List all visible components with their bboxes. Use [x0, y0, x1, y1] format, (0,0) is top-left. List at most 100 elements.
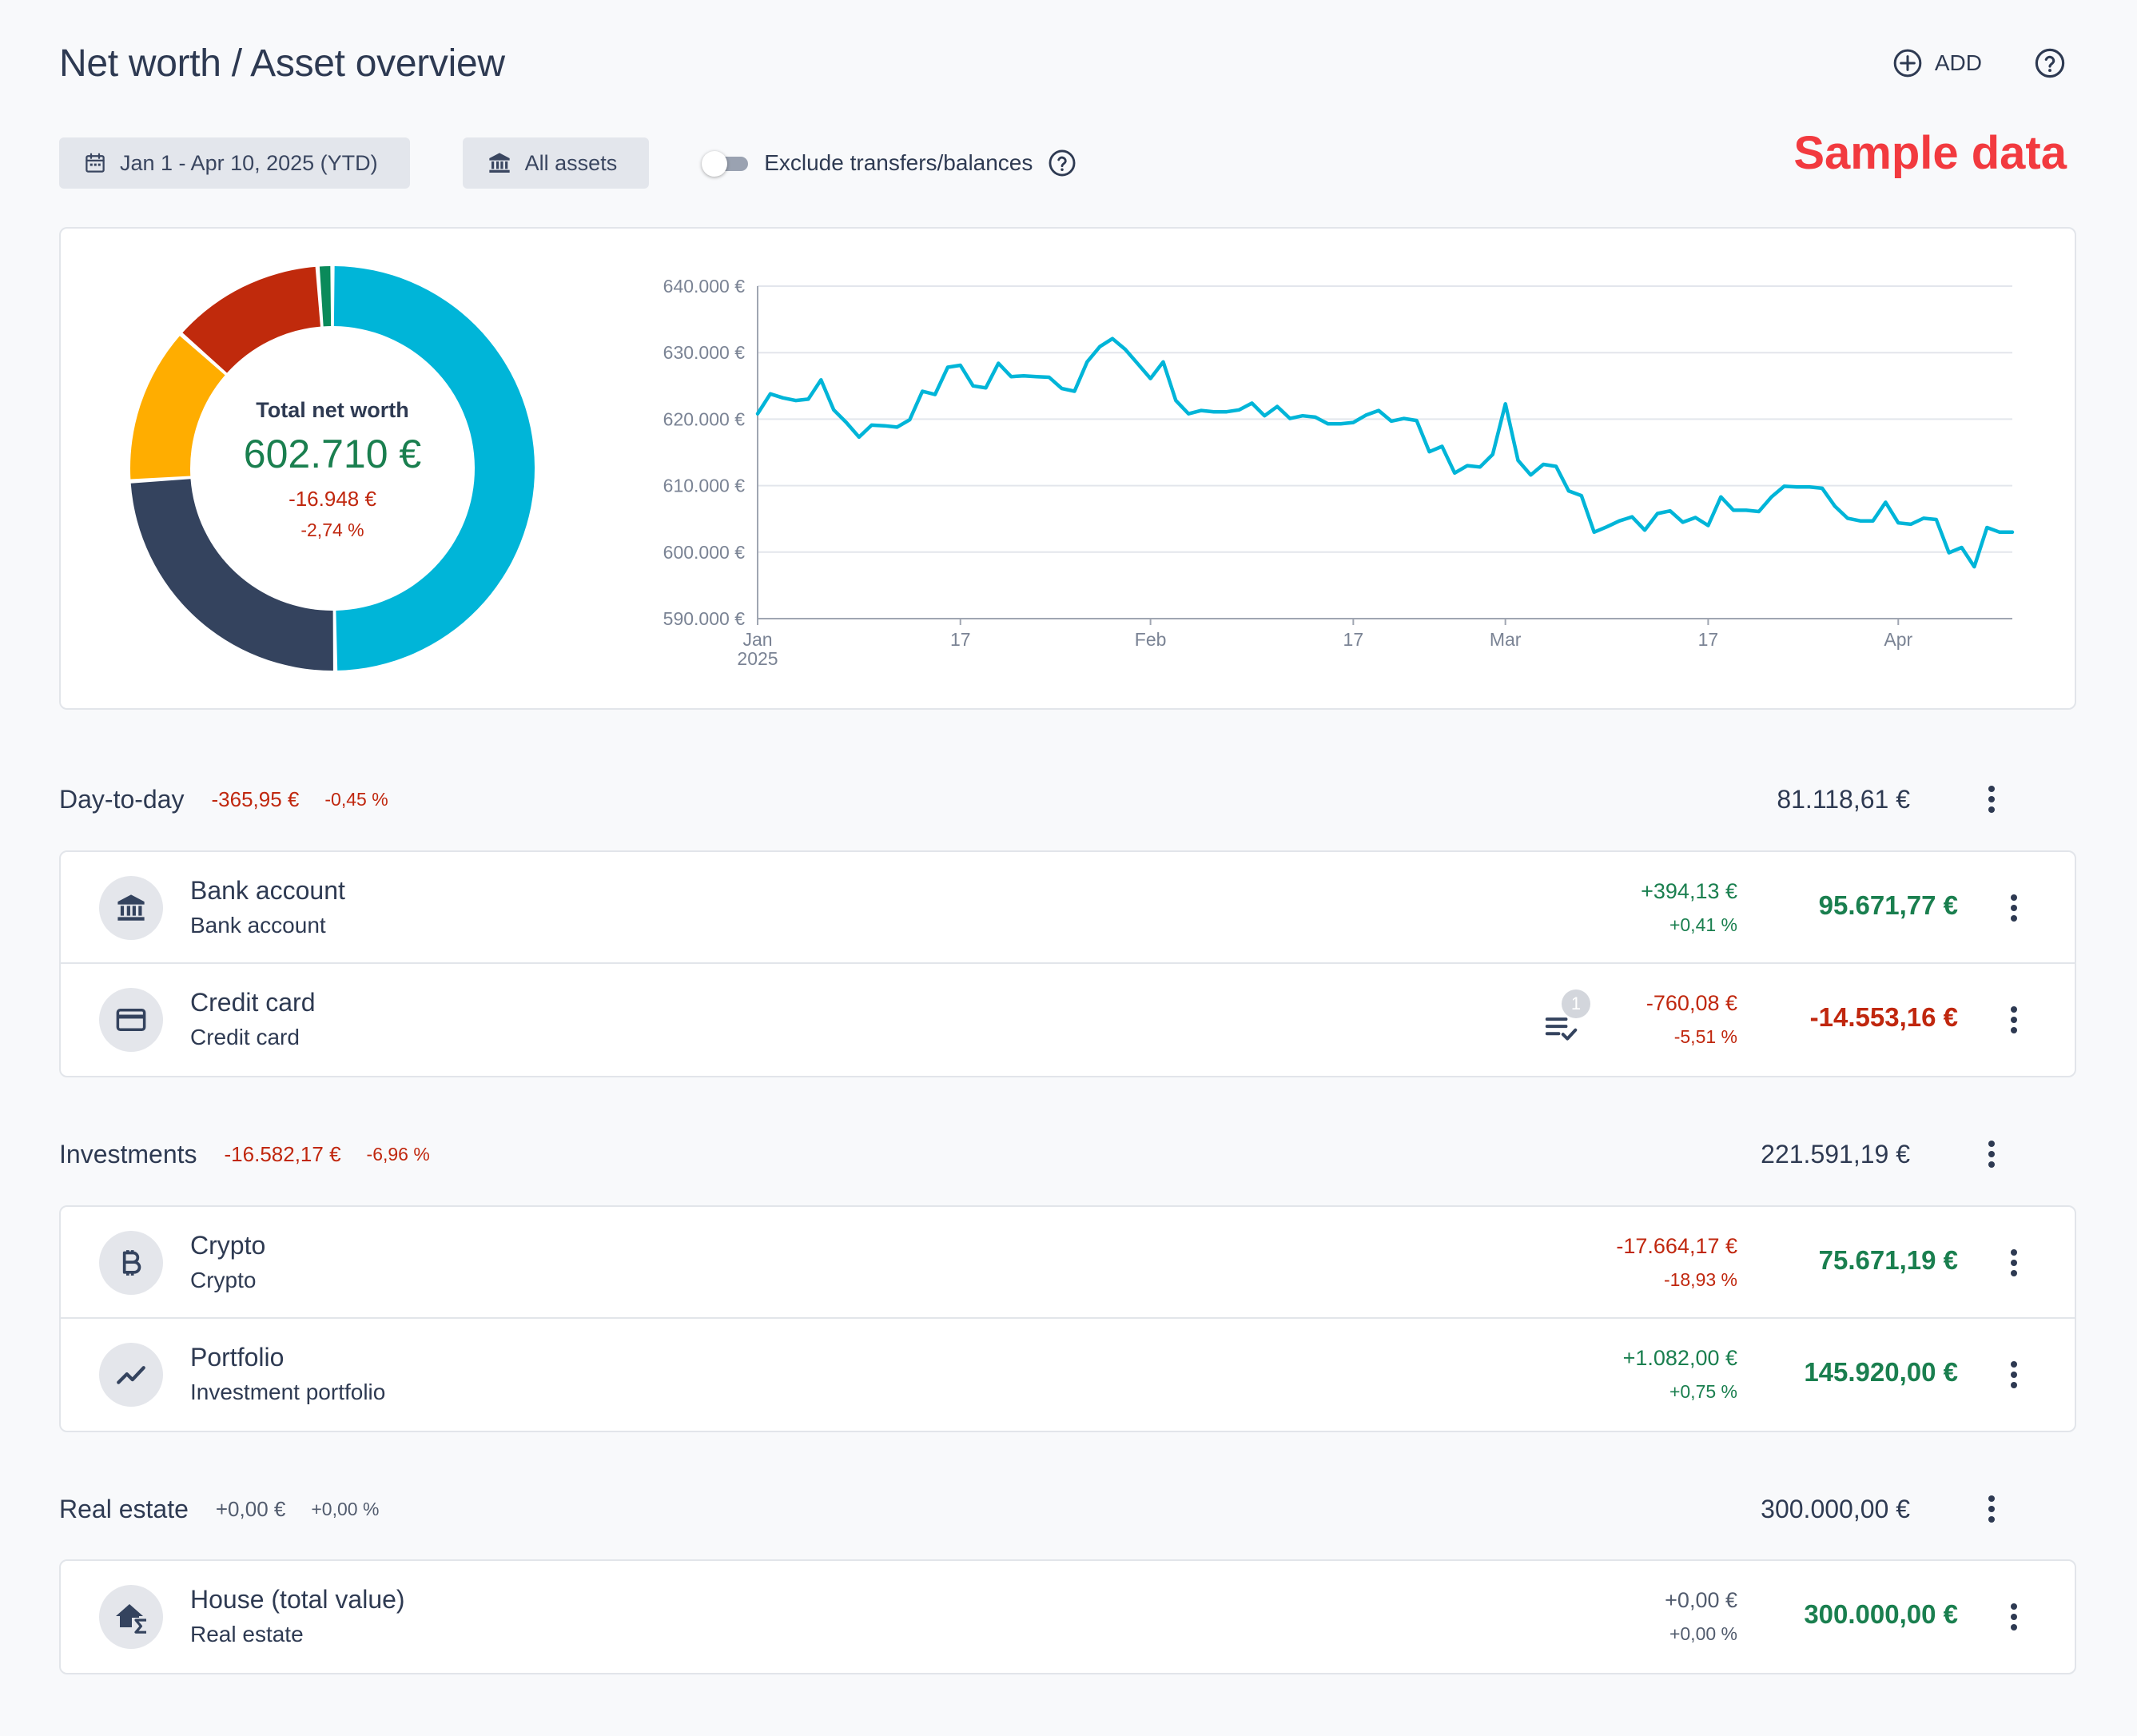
account-change: -760,08 € — [1646, 991, 1737, 1015]
page-title: Net worth / Asset overview — [59, 42, 505, 85]
group-total: 81.118,61 € — [1777, 784, 1910, 814]
add-button-label: ADD — [1934, 50, 1982, 75]
list-item[interactable]: Portfolio Investment portfolio +1.082,00… — [61, 1319, 2075, 1431]
more-vertical-icon — [2011, 1249, 2017, 1276]
top-actions: ADD — [1892, 45, 2068, 82]
group-total: 221.591,19 € — [1761, 1139, 1910, 1169]
calendar-icon — [86, 153, 105, 173]
exclude-transfers-control: Exclude transfers/balances — [702, 148, 1077, 178]
x-tick-label: Mar — [1490, 629, 1522, 650]
group-menu-button[interactable] — [1976, 1130, 2008, 1178]
account-avatar — [99, 988, 163, 1052]
account-menu-button[interactable] — [1998, 1239, 2030, 1287]
group-change-pct: -0,45 % — [324, 788, 388, 810]
net-worth-line-chart[interactable]: 590.000 € 600.000 € 610.000 € 620.000 € 630.… — [620, 277, 2071, 692]
account-menu-button[interactable] — [1998, 884, 2030, 932]
total-net-worth-label: Total net worth — [256, 397, 409, 422]
account-change-pct: +0,75 % — [1669, 1381, 1737, 1402]
x-tick-label: Apr — [1884, 629, 1912, 650]
group-change: -365,95 € — [211, 786, 300, 811]
account-avatar — [99, 876, 163, 940]
plus-circle-icon — [1893, 49, 1922, 78]
donut-slice[interactable] — [182, 266, 320, 373]
account-value: -14.553,16 € — [1809, 1002, 1958, 1032]
help-circle-icon[interactable] — [1047, 148, 1077, 178]
account-title: Portfolio — [190, 1343, 285, 1372]
donut-slice[interactable] — [130, 336, 225, 480]
account-menu-button[interactable] — [1998, 996, 2030, 1044]
more-vertical-icon — [2011, 894, 2017, 922]
credit-card-icon — [116, 1009, 146, 1031]
group-list-real-estate: House (total value) Real estate +0,00 € … — [59, 1559, 2076, 1674]
assets-filter[interactable]: All assets — [462, 137, 650, 189]
pending-transactions-button[interactable]: 1 — [1544, 989, 1600, 1045]
y-tick-label: 640.000 € — [663, 277, 746, 297]
account-subtitle: Real estate — [190, 1622, 304, 1646]
account-menu-button[interactable] — [1998, 1351, 2030, 1399]
x-tick-label: Feb — [1135, 629, 1167, 650]
group-header-day-to-day: Day-to-day -365,95 € -0,45 % 81.118,61 € — [59, 775, 2008, 823]
account-title: Credit card — [190, 988, 316, 1017]
list-item[interactable]: Credit card Credit card 1 -760,08 € -5,5… — [61, 964, 2075, 1076]
trending-up-icon — [117, 1366, 145, 1384]
account-title: Bank account — [190, 876, 345, 905]
account-value: 95.671,77 € — [1818, 890, 1958, 920]
x-tick-label: 17 — [1698, 629, 1719, 650]
more-vertical-icon — [1988, 786, 1995, 813]
group-name: Investments — [59, 1139, 197, 1169]
account-change-pct: +0,41 % — [1669, 914, 1737, 935]
donut-center: Total net worth 602.710 € -16.948 € -2,7… — [125, 261, 540, 676]
y-tick-label: 610.000 € — [663, 476, 746, 496]
date-range-label: Jan 1 - Apr 10, 2025 (YTD) — [120, 150, 378, 175]
allocation-donut-chart[interactable] — [125, 261, 540, 676]
group-change: -16.582,17 € — [224, 1141, 341, 1166]
account-change: +1.082,00 € — [1622, 1346, 1737, 1370]
total-net-worth-value: 602.710 € — [243, 431, 422, 476]
more-vertical-icon — [2011, 1006, 2017, 1033]
x-tick-sublabel: 2025 — [737, 648, 778, 669]
date-range-filter[interactable]: Jan 1 - Apr 10, 2025 (YTD) — [59, 137, 410, 189]
list-item[interactable]: Bank account Bank account +394,13 € +0,4… — [61, 852, 2075, 964]
donut-slice[interactable] — [333, 266, 535, 671]
help-button[interactable] — [2032, 45, 2068, 82]
y-tick-label: 630.000 € — [663, 342, 746, 363]
exclude-transfers-toggle[interactable] — [702, 151, 749, 177]
checklist-icon — [1545, 1017, 1578, 1041]
total-net-worth-change-pct: -2,74 % — [300, 519, 364, 540]
help-circle-icon — [2035, 48, 2065, 78]
account-subtitle: Bank account — [190, 913, 326, 938]
net-worth-series-line[interactable] — [755, 336, 2015, 569]
list-item[interactable]: House (total value) Real estate +0,00 € … — [61, 1561, 2075, 1673]
account-change: +394,13 € — [1641, 879, 1737, 903]
group-change: +0,00 € — [215, 1496, 286, 1521]
donut-slice[interactable] — [319, 266, 332, 327]
group-change-pct: -6,96 % — [366, 1143, 430, 1165]
y-tick-label: 590.000 € — [663, 608, 746, 629]
group-list-day-to-day: Bank account Bank account +394,13 € +0,4… — [59, 850, 2076, 1077]
bank-icon — [488, 153, 510, 173]
filter-bar: Jan 1 - Apr 10, 2025 (YTD) All assets Ex… — [59, 137, 1077, 189]
x-tick-label: 17 — [1343, 629, 1364, 650]
group-header-real-estate: Real estate +0,00 € +0,00 % 300.000,00 € — [59, 1485, 2008, 1533]
y-tick-label: 620.000 € — [663, 408, 746, 429]
house-sum-icon — [116, 1604, 149, 1634]
group-list-investments: Crypto Crypto -17.664,17 € -18,93 % 75.6… — [59, 1205, 2076, 1432]
total-net-worth-change: -16.948 € — [289, 486, 376, 511]
account-value: 75.671,19 € — [1818, 1245, 1958, 1275]
assets-filter-label: All assets — [524, 150, 618, 175]
add-button[interactable]: ADD — [1892, 47, 1982, 79]
more-vertical-icon — [2011, 1361, 2017, 1388]
more-vertical-icon — [2011, 1603, 2017, 1630]
list-item[interactable]: Crypto Crypto -17.664,17 € -18,93 % 75.6… — [61, 1207, 2075, 1319]
account-value: 300.000,00 € — [1804, 1599, 1958, 1629]
x-tick-label: 17 — [950, 629, 971, 650]
donut-slice[interactable] — [130, 479, 333, 671]
account-change-pct: -5,51 % — [1673, 1026, 1737, 1047]
group-menu-button[interactable] — [1976, 1485, 2008, 1533]
account-subtitle: Investment portfolio — [190, 1380, 386, 1404]
account-avatar — [99, 1343, 163, 1407]
group-name: Day-to-day — [59, 784, 185, 814]
group-menu-button[interactable] — [1976, 775, 2008, 823]
bank-icon — [117, 894, 145, 921]
account-menu-button[interactable] — [1998, 1593, 2030, 1641]
